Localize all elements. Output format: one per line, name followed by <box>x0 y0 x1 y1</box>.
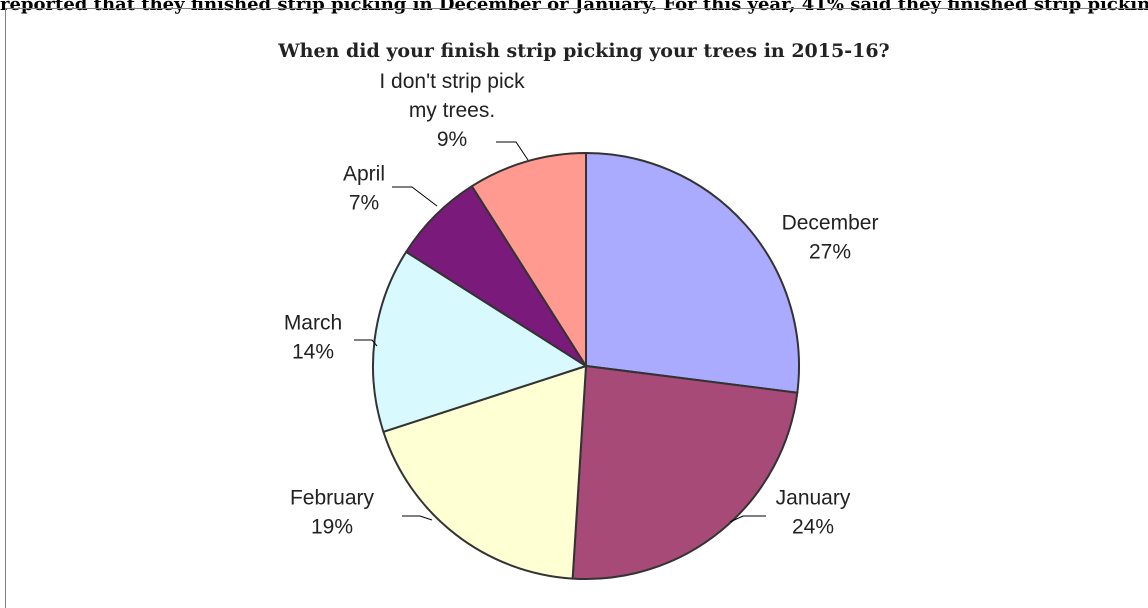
leader-lines-layer <box>354 141 766 523</box>
leader-line-april <box>392 186 438 207</box>
pie-slice-december <box>585 152 800 394</box>
slice-label-february: February 19% <box>290 487 375 539</box>
pie-slice-january <box>571 365 799 580</box>
slice-label-i-don-t-strip-pick-my-trees: I don't strip pick my trees. 9% <box>379 70 525 151</box>
slice-label-january: January 24% <box>776 487 851 539</box>
pie-slice-march <box>372 250 587 433</box>
top-paragraph-text: reported that they finished strip pickin… <box>0 0 1148 15</box>
slices-layer <box>372 152 800 580</box>
slice-label-december: December 27% <box>782 212 879 264</box>
chart-title: When did your finish strip picking your … <box>278 40 890 62</box>
leader-line-january <box>729 515 766 523</box>
labels-layer: December 27% January 24% February 19% March 14%… <box>284 70 879 539</box>
leader-line-february <box>402 515 433 521</box>
leader-line-i-don-t-strip-pick-my-trees <box>496 141 529 161</box>
pie-slice-february <box>382 365 587 580</box>
leader-line-march <box>354 339 378 347</box>
pie-slice-i-don-t-strip-pick-my-trees <box>470 152 587 367</box>
chart-frame <box>5 8 1148 608</box>
slice-label-march: March 14% <box>284 312 342 364</box>
slice-label-april: April 7% <box>343 163 385 215</box>
